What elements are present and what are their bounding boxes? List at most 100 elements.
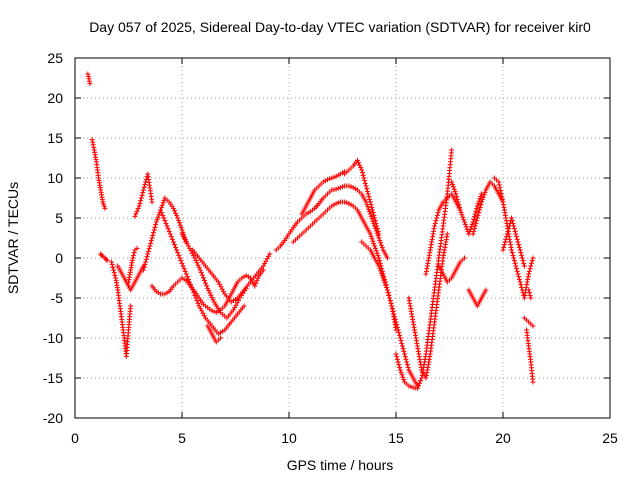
data-point: [395, 327, 401, 333]
data-point: [514, 266, 520, 272]
data-point: [474, 203, 480, 209]
data-point: [197, 267, 203, 273]
data-point: [403, 356, 409, 362]
data-point: [529, 260, 535, 266]
data-point: [501, 242, 507, 248]
data-point: [390, 308, 396, 314]
data-point: [530, 323, 536, 329]
data-point: [514, 236, 520, 242]
data-series-t: [406, 231, 450, 381]
data-point: [369, 236, 375, 242]
data-point: [176, 217, 182, 223]
x-tick-label: 0: [71, 430, 79, 446]
axis-ticks: 0 5 10 15 20 25 -20 -15 -10 -5 0 5 10 15 20 25: [43, 50, 618, 446]
data-point: [372, 218, 378, 224]
data-point: [152, 224, 158, 230]
data-point: [153, 222, 159, 228]
data-point: [149, 199, 155, 205]
data-point: [472, 211, 478, 217]
data-point: [178, 258, 184, 264]
data-point: [195, 262, 201, 268]
y-axis-label: SDTVAR / TECUs: [5, 182, 21, 294]
data-point: [517, 279, 523, 285]
data-point: [515, 271, 521, 277]
data-point: [381, 277, 387, 283]
data-point: [112, 272, 118, 278]
data-point: [150, 232, 156, 238]
y-tick-label: 20: [47, 90, 63, 106]
data-series-d: [108, 259, 134, 359]
data-point: [396, 330, 402, 336]
data-point: [194, 298, 200, 304]
x-axis-label: GPS time / hours: [287, 457, 394, 473]
data-point: [204, 283, 210, 289]
data-point: [399, 372, 405, 378]
data-point: [137, 200, 143, 206]
data-point: [476, 207, 482, 213]
data-point: [198, 269, 204, 275]
data-point: [389, 303, 395, 309]
data-point: [142, 182, 148, 188]
data-point: [132, 213, 138, 219]
data-point: [509, 250, 515, 256]
data-point: [135, 206, 141, 212]
data-point: [193, 295, 199, 301]
data-point: [370, 218, 376, 224]
data-point: [466, 231, 472, 237]
data-point: [498, 188, 504, 194]
data-point: [482, 189, 488, 195]
data-point: [384, 287, 390, 293]
data-point: [180, 263, 186, 269]
data-point: [365, 204, 371, 210]
data-point: [528, 295, 534, 301]
data-point: [167, 231, 173, 237]
data-point: [391, 311, 397, 317]
data-point: [467, 226, 473, 232]
data-point: [478, 193, 484, 199]
data-point: [479, 191, 485, 197]
data-series-i: [149, 267, 266, 315]
data-point: [476, 210, 482, 216]
data-point: [372, 215, 378, 221]
data-point: [87, 81, 93, 87]
data-point: [151, 227, 157, 233]
data-point: [373, 248, 379, 254]
data-point: [109, 262, 115, 268]
data-point: [369, 216, 375, 222]
data-series-q: [342, 157, 382, 237]
data-point: [86, 78, 92, 84]
data-point: [143, 259, 149, 265]
data-point: [201, 277, 207, 283]
data-point: [103, 256, 109, 262]
data-point: [150, 230, 156, 236]
grid-lines: [75, 58, 610, 418]
data-point: [526, 290, 532, 296]
data-point: [174, 247, 180, 253]
data-point: [526, 287, 532, 293]
x-tick-label: 5: [178, 430, 186, 446]
data-series-c: [98, 251, 110, 263]
data-point: [188, 282, 194, 288]
data-point: [393, 351, 399, 357]
data-point: [516, 274, 522, 280]
data-point: [376, 231, 382, 237]
y-tick-label: 10: [47, 170, 63, 186]
data-point: [476, 198, 482, 204]
data-point: [500, 247, 506, 253]
x-tick-label: 15: [388, 430, 404, 446]
data-point: [160, 200, 166, 206]
data-point: [85, 73, 91, 79]
data-point: [527, 266, 533, 272]
data-point: [527, 292, 533, 298]
data-point: [449, 147, 455, 153]
data-point: [85, 71, 91, 77]
data-point: [394, 356, 400, 362]
data-point: [375, 228, 381, 234]
data-point: [474, 206, 480, 212]
data-point: [367, 231, 373, 237]
data-point: [444, 231, 450, 237]
data-point: [364, 188, 370, 194]
data-series-o: [290, 199, 399, 333]
data-point: [162, 218, 168, 224]
data-point: [190, 287, 196, 293]
